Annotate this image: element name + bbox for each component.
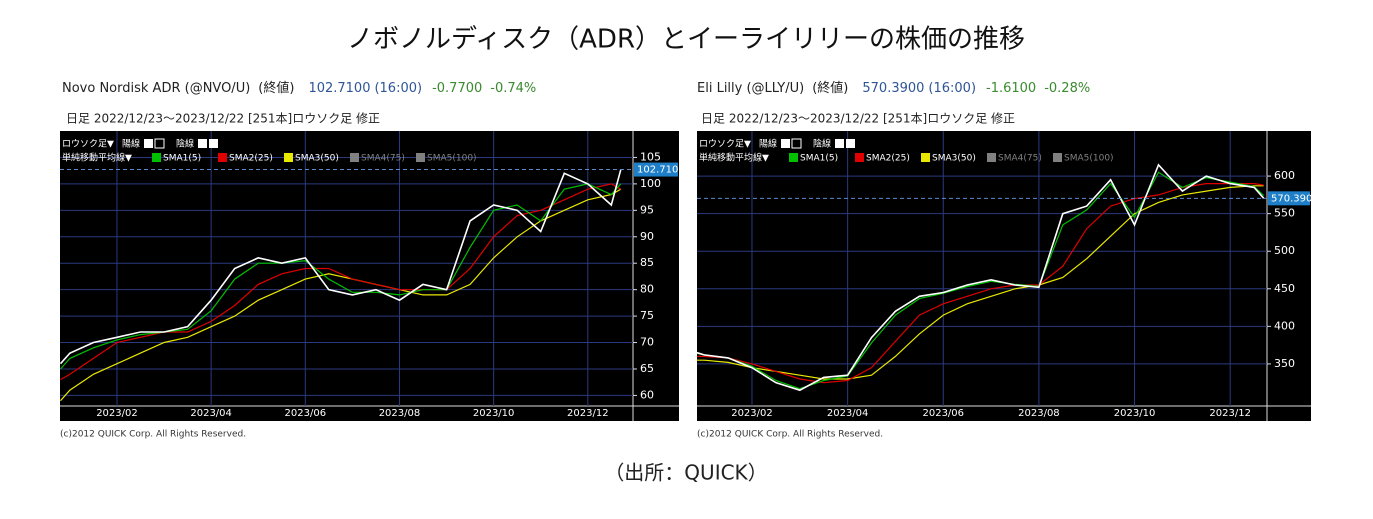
- x-tick-label: 2023/02: [96, 408, 138, 419]
- x-tick-label: 2023/08: [379, 408, 421, 419]
- x-tick-label: 2023/12: [1209, 408, 1251, 419]
- chart-header: Novo Nordisk ADR (@NVO/U) (終値) 102.7100 (16…: [62, 80, 536, 96]
- swatch: [791, 138, 802, 149]
- y-tick-label: 60: [640, 388, 654, 401]
- legend-label: SMA3(50): [932, 154, 976, 164]
- x-tick-label: 2023/06: [285, 408, 327, 419]
- control: 単純移動平均線▼: [62, 152, 132, 164]
- page-title: ノボノルディスク（ADR）とイーライリリーの株価の推移: [347, 25, 1025, 55]
- y-tick-label: 70: [640, 336, 654, 349]
- series-line: [697, 183, 1264, 384]
- y-tick-label: 105: [640, 150, 661, 163]
- swatch: [846, 139, 855, 148]
- legend-swatch: [855, 153, 864, 162]
- plot-background: [60, 131, 679, 421]
- series-line: [60, 188, 622, 402]
- copyright: (c)2012 QUICK Corp. All Rights Reserved.: [697, 430, 883, 440]
- x-tick-label: 2023/10: [1114, 408, 1156, 419]
- control: 陽線: [122, 138, 140, 150]
- x-tick-label: 2023/04: [827, 408, 869, 419]
- x-tick-label: 2023/12: [567, 408, 609, 419]
- y-tick-label: 100: [640, 177, 661, 190]
- series-line: [60, 183, 622, 370]
- y-tick-label: 80: [640, 283, 654, 296]
- legend-swatch: [1053, 153, 1062, 162]
- legend-swatch: [789, 153, 798, 162]
- chart-subtitle: 日足 2022/12/23～2023/12/22 [251本]ロウソク足 修正: [701, 111, 1015, 126]
- series-line: [696, 163, 1265, 392]
- legend-label: SMA3(50): [295, 154, 339, 164]
- swatch: [198, 139, 207, 148]
- x-tick-label: 2023/04: [190, 408, 232, 419]
- x-tick-label: 2023/10: [473, 408, 515, 419]
- header-price: 570.3900: [862, 81, 924, 96]
- y-tick-label: 600: [1274, 169, 1295, 182]
- last-price-box: [1268, 191, 1310, 206]
- y-tick-label: 65: [640, 362, 654, 375]
- header-change_pct: -0.74%: [490, 81, 536, 96]
- legend-swatch: [218, 153, 227, 162]
- header-time: (16:00): [928, 81, 976, 96]
- header-price: 102.7100: [308, 81, 370, 96]
- header-change: -0.7700: [432, 81, 482, 96]
- legend-swatch: [284, 153, 293, 162]
- y-tick-label: 95: [640, 203, 654, 216]
- control: ロウソク足▼: [62, 139, 114, 150]
- y-tick-label: 85: [640, 256, 654, 269]
- legend-swatch: [350, 153, 359, 162]
- legend-label: SMA1(5): [800, 154, 838, 164]
- swatch: [209, 139, 218, 148]
- legend-swatch: [921, 153, 930, 162]
- legend-swatch: [152, 153, 161, 162]
- x-tick-label: 2023/02: [731, 408, 773, 419]
- legend-label: SMA1(5): [163, 154, 201, 164]
- y-tick-label: 350: [1274, 357, 1295, 370]
- swatch: [781, 139, 790, 148]
- header-close_label: (終値): [258, 80, 294, 96]
- header-name: Novo Nordisk ADR (@NVO/U): [62, 81, 250, 96]
- series-line: [697, 185, 1264, 380]
- header-name: Eli Lilly (@LLY/U): [697, 81, 804, 96]
- source: （出所：QUICK）: [604, 461, 767, 485]
- x-tick-label: 2023/06: [922, 408, 964, 419]
- chart-header: Eli Lilly (@LLY/U) (終値) 570.3900 (16:00) -1.…: [697, 80, 1090, 96]
- control: 陰線: [813, 138, 831, 150]
- swatch: [144, 139, 153, 148]
- control: 単純移動平均線▼: [699, 152, 769, 164]
- plot-background: [697, 131, 1311, 421]
- series-line: [59, 169, 622, 365]
- y-tick-label: 400: [1274, 319, 1295, 332]
- legend-label: SMA5(100): [427, 154, 477, 164]
- last-price-label: 570.3900: [1271, 193, 1319, 204]
- legend-label: SMA4(75): [998, 154, 1042, 164]
- control: ロウソク足▼: [699, 139, 751, 150]
- header-change: -1.6100: [986, 81, 1036, 96]
- copyright: (c)2012 QUICK Corp. All Rights Reserved.: [60, 430, 246, 440]
- header-time: (16:00): [374, 81, 422, 96]
- legend-swatch: [416, 153, 425, 162]
- legend-label: SMA2(25): [229, 154, 273, 164]
- y-tick-label: 90: [640, 230, 654, 243]
- series-line: [60, 183, 622, 381]
- control: 陽線: [759, 138, 777, 150]
- y-tick-label: 550: [1274, 207, 1295, 220]
- x-tick-label: 2023/08: [1018, 408, 1060, 419]
- y-tick-label: 450: [1274, 282, 1295, 295]
- last-price-box: [634, 162, 678, 177]
- legend-label: SMA4(75): [361, 154, 405, 164]
- y-tick-label: 500: [1274, 244, 1295, 257]
- series-line: [696, 171, 1265, 390]
- legend-label: SMA2(25): [866, 154, 910, 164]
- header-change_pct: -0.28%: [1044, 81, 1090, 96]
- chart-subtitle: 日足 2022/12/23～2023/12/22 [251本]ロウソク足 修正: [66, 111, 380, 126]
- legend-swatch: [987, 153, 996, 162]
- last-price-label: 102.7100: [637, 165, 685, 176]
- swatch: [835, 139, 844, 148]
- swatch: [154, 138, 165, 149]
- control: 陰線: [176, 138, 194, 150]
- y-tick-label: 75: [640, 309, 654, 322]
- header-close_label: (終値): [812, 80, 848, 96]
- legend-label: SMA5(100): [1064, 154, 1114, 164]
